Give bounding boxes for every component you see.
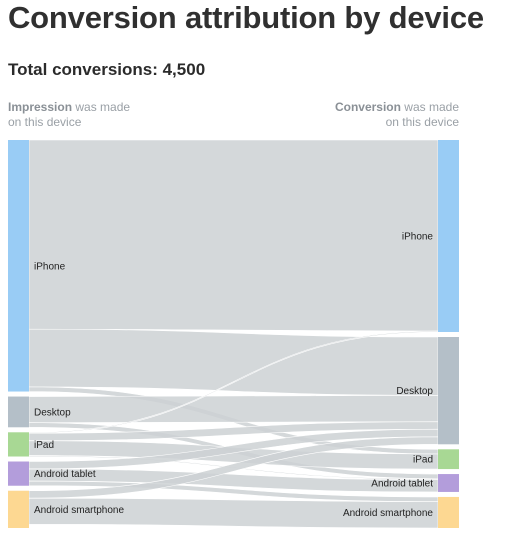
sankey-links	[28, 139, 439, 529]
source-node-ipad	[8, 432, 29, 457]
source-label-android_smartphone: Android smartphone	[34, 505, 124, 516]
target-node-android_tablet	[438, 474, 459, 492]
total-conversions: Total conversions: 4,500	[8, 60, 206, 79]
target-node-iphone	[438, 140, 459, 332]
impression-header-bold: Impression	[8, 100, 73, 114]
link-desktop-to-desktop	[28, 395, 439, 423]
conversion-header-bold: Conversion	[334, 100, 401, 114]
source-node-desktop	[8, 396, 29, 428]
source-label-android_tablet: Android tablet	[34, 469, 96, 480]
sankey-labels: iPhone Desktop iPad Android tablet Android s…	[34, 232, 433, 519]
target-node-desktop	[438, 337, 459, 445]
conversion-header: Conversion was made on this device	[335, 100, 459, 130]
impression-header-line2: on this device	[8, 115, 82, 129]
sankey-nodes	[8, 140, 459, 528]
target-label-iphone: iPhone	[402, 232, 434, 243]
impression-header: Impression was made on this device	[8, 100, 130, 130]
target-label-android_smartphone: Android smartphone	[343, 508, 433, 519]
source-node-android_tablet	[8, 461, 29, 486]
source-label-iphone: iPhone	[34, 261, 66, 272]
conversion-header-rest: was made	[400, 100, 459, 114]
impression-header-rest: was made	[72, 100, 131, 114]
link-iphone-to-desktop	[28, 328, 439, 396]
source-node-android_smartphone	[8, 490, 29, 528]
target-label-desktop: Desktop	[396, 386, 433, 397]
target-node-ipad	[438, 449, 459, 470]
source-node-iphone	[8, 140, 29, 392]
link-iphone-to-iphone	[28, 139, 439, 332]
source-label-desktop: Desktop	[34, 407, 71, 418]
target-label-ipad: iPad	[413, 455, 433, 466]
page-title: Conversion attribution by device	[8, 0, 484, 35]
target-node-android_smartphone	[438, 496, 459, 528]
target-label-android_tablet: Android tablet	[371, 479, 433, 490]
conversion-header-line2: on this device	[385, 115, 459, 129]
source-label-ipad: iPad	[34, 440, 54, 451]
